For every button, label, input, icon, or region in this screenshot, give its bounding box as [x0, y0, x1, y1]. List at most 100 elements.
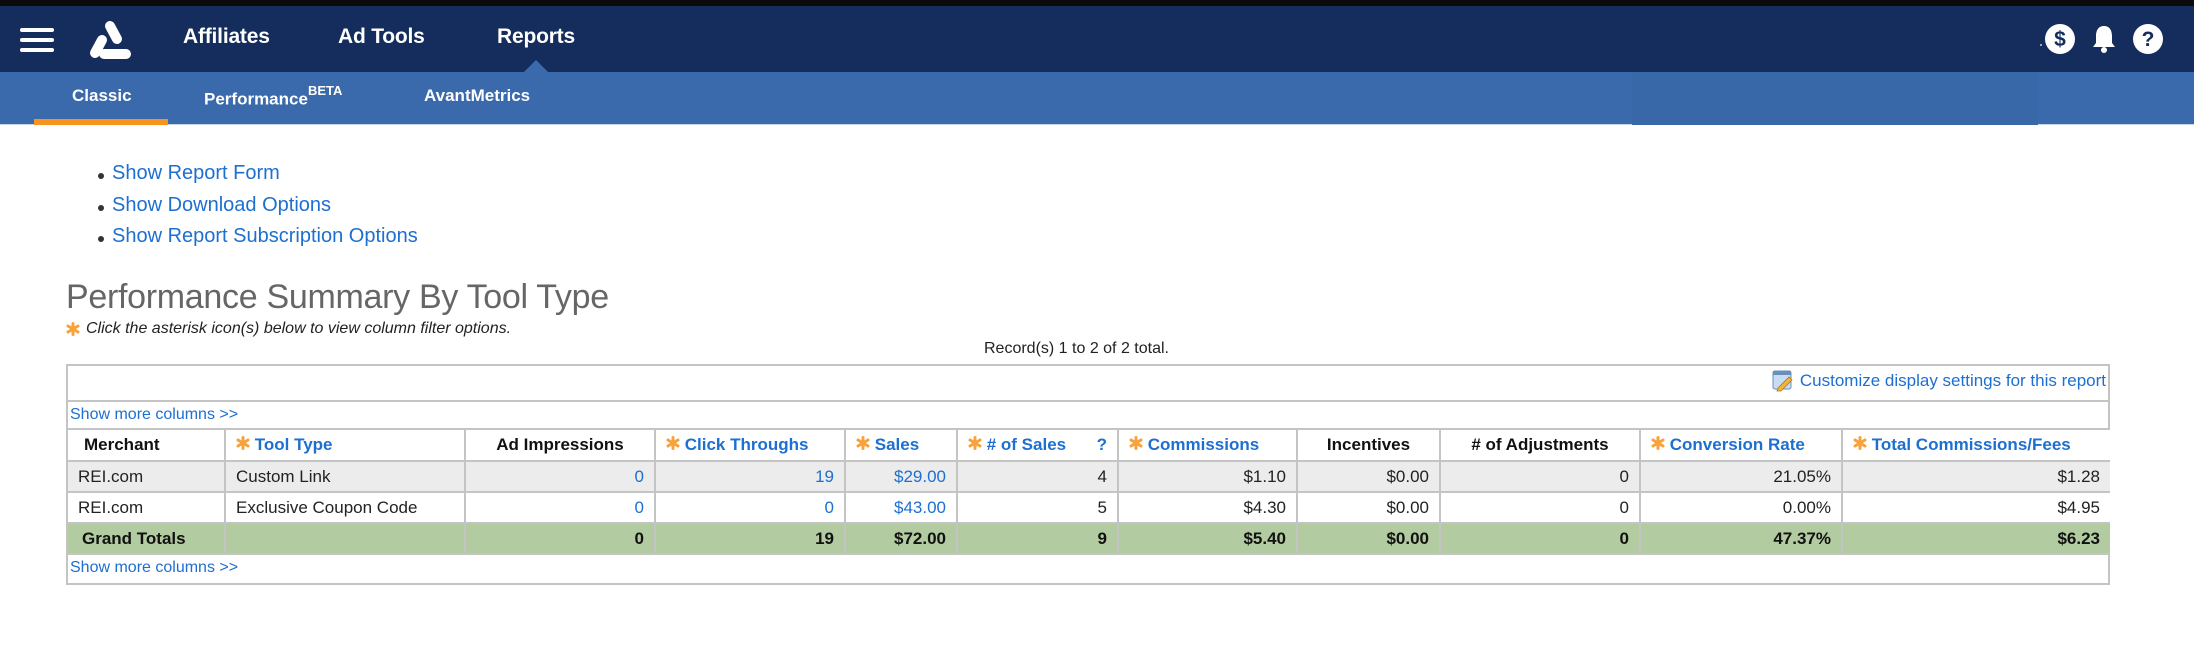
customize-settings-icon [1772, 370, 1793, 392]
col-commissions-label[interactable]: Commissions [1147, 435, 1260, 454]
filter-asterisk-icon[interactable] [1129, 436, 1143, 450]
option-item: Show Report Subscription Options [98, 225, 418, 257]
subnav-avantmetrics-label: AvantMetrics [424, 86, 531, 105]
cell-merchant: REI.com [68, 461, 226, 493]
cell-conversion-rate: 21.05% [1640, 461, 1843, 493]
subnav-classic[interactable]: Classic [72, 86, 132, 106]
customize-display-label: Customize display settings for this repo… [1799, 371, 2106, 390]
filter-hint: Click the asterisk icon(s) below to view… [66, 320, 511, 338]
col-sales-label[interactable]: Sales [874, 435, 920, 454]
col-total-commissions-label[interactable]: Total Commissions/Fees [1871, 435, 2071, 454]
table-row: REI.com Custom Link 0 19 $29.00 4 $1.10 … [68, 461, 2110, 493]
col-incentives: Incentives [1297, 430, 1441, 462]
window-top-edge [0, 0, 2194, 6]
grand-totals-row: Grand Totals 0 19 $72.00 9 $5.40 $0.00 0… [68, 523, 2110, 555]
col-adjustments: # of Adjustments [1440, 430, 1641, 462]
col-click-throughs-label[interactable]: Click Throughs [684, 435, 809, 454]
active-tab-underline [34, 119, 168, 125]
cell-total-commissions: $4.95 [1842, 492, 2110, 524]
filter-asterisk-icon[interactable] [236, 436, 250, 450]
cell-tool-type: Custom Link [225, 461, 466, 493]
totals-incentives: $0.00 [1297, 523, 1441, 555]
performance-table: Merchant Tool Type Ad Impressions Click … [68, 430, 2110, 555]
col-conversion-rate[interactable]: Conversion Rate [1640, 430, 1843, 462]
avantlink-logo-icon[interactable] [86, 18, 134, 62]
cell-ad-impressions[interactable]: 0 [465, 492, 656, 524]
cell-sales[interactable]: $43.00 [845, 492, 958, 524]
filter-hint-text: Click the asterisk icon(s) below to view… [86, 320, 512, 337]
totals-total-commissions: $6.23 [1842, 523, 2110, 555]
cell-num-sales: 5 [957, 492, 1119, 524]
cell-total-commissions: $1.28 [1842, 461, 2110, 493]
option-item: Show Report Form [98, 162, 418, 194]
col-total-commissions[interactable]: Total Commissions/Fees [1842, 430, 2110, 462]
help-icon[interactable]: ? [2132, 23, 2164, 55]
nav-affiliates[interactable]: Affiliates [183, 25, 270, 48]
col-tool-type-label[interactable]: Tool Type [254, 435, 333, 454]
dollar-icon[interactable]: $ [2044, 23, 2076, 55]
show-report-form-link[interactable]: Show Report Form [112, 162, 280, 184]
show-more-columns-top[interactable]: Show more columns >> [68, 402, 2108, 430]
cell-adjustments: 0 [1440, 492, 1641, 524]
col-merchant: Merchant [68, 430, 226, 462]
cell-num-sales: 4 [957, 461, 1119, 493]
page-title: Performance Summary By Tool Type [66, 278, 609, 316]
col-sales[interactable]: Sales [845, 430, 958, 462]
report-toolbar: Customize display settings for this repo… [68, 366, 2108, 402]
subnav-shade [1632, 72, 2038, 125]
table-header-row: Merchant Tool Type Ad Impressions Click … [68, 430, 2110, 462]
record-count: Record(s) 1 to 2 of 2 total. [984, 340, 1169, 357]
cell-sales[interactable]: $29.00 [845, 461, 958, 493]
totals-ad-impressions: 0 [465, 523, 656, 555]
col-num-sales[interactable]: # of Sales ? [957, 430, 1119, 462]
svg-text:?: ? [2142, 28, 2155, 51]
hamburger-menu-icon[interactable] [20, 28, 54, 52]
nav-reports[interactable]: Reports [497, 25, 575, 48]
subnav-classic-label: Classic [72, 86, 132, 105]
nav-ad-tools[interactable]: Ad Tools [338, 25, 425, 48]
col-ad-impressions: Ad Impressions [465, 430, 656, 462]
active-nav-caret [524, 60, 548, 72]
bell-icon[interactable] [2088, 23, 2120, 55]
nav-utility-icons: $ ? [2044, 23, 2164, 55]
filter-asterisk-icon[interactable] [1853, 436, 1867, 450]
totals-commissions: $5.40 [1118, 523, 1298, 555]
top-navigation: Affiliates Ad Tools Reports $ ? [0, 6, 2194, 72]
filter-asterisk-icon[interactable] [666, 436, 680, 450]
col-tool-type[interactable]: Tool Type [225, 430, 466, 462]
cell-click-throughs[interactable]: 19 [655, 461, 846, 493]
show-subscription-options-link[interactable]: Show Report Subscription Options [112, 225, 418, 247]
totals-tool-type [225, 523, 466, 555]
totals-conversion-rate: 47.37% [1640, 523, 1843, 555]
table-row: REI.com Exclusive Coupon Code 0 0 $43.00… [68, 492, 2110, 524]
cell-ad-impressions[interactable]: 0 [465, 461, 656, 493]
totals-num-sales: 9 [957, 523, 1119, 555]
customize-display-link[interactable]: Customize display settings for this repo… [1772, 370, 2106, 392]
asterisk-icon [66, 322, 80, 336]
filter-asterisk-icon[interactable] [1651, 436, 1665, 450]
subnav-avantmetrics[interactable]: AvantMetrics [424, 86, 530, 106]
cell-incentives: $0.00 [1297, 461, 1441, 493]
cell-commissions: $1.10 [1118, 461, 1298, 493]
col-conversion-rate-label[interactable]: Conversion Rate [1669, 435, 1805, 454]
totals-adjustments: 0 [1440, 523, 1641, 555]
sub-navigation: Classic PerformanceBETA AvantMetrics [0, 72, 2194, 125]
cell-incentives: $0.00 [1297, 492, 1441, 524]
help-question-icon[interactable]: ? [1096, 435, 1107, 454]
show-more-columns-bottom[interactable]: Show more columns >> [70, 559, 239, 576]
subnav-performance-label: Performance [204, 89, 308, 109]
cell-merchant: REI.com [68, 492, 226, 524]
svg-text:$: $ [2054, 28, 2066, 51]
report-table-container: Customize display settings for this repo… [66, 364, 2110, 585]
filter-asterisk-icon[interactable] [856, 436, 870, 450]
filter-asterisk-icon[interactable] [968, 436, 982, 450]
col-commissions[interactable]: Commissions [1118, 430, 1298, 462]
option-item: Show Download Options [98, 193, 418, 226]
cell-click-throughs[interactable]: 0 [655, 492, 846, 524]
show-download-options-link[interactable]: Show Download Options [112, 193, 332, 216]
subnav-performance[interactable]: PerformanceBETA [204, 83, 342, 110]
col-click-throughs[interactable]: Click Throughs [655, 430, 846, 462]
col-num-sales-label[interactable]: # of Sales [986, 435, 1067, 454]
totals-label: Grand Totals [68, 523, 226, 555]
cell-conversion-rate: 0.00% [1640, 492, 1843, 524]
